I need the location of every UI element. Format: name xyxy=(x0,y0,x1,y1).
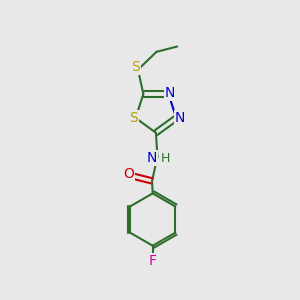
Text: N: N xyxy=(165,85,175,100)
Text: N: N xyxy=(175,111,185,125)
Text: N: N xyxy=(147,151,157,165)
Text: F: F xyxy=(149,254,157,268)
Text: S: S xyxy=(131,60,140,74)
Text: O: O xyxy=(123,167,134,181)
Text: H: H xyxy=(161,152,170,164)
Text: S: S xyxy=(129,111,138,125)
